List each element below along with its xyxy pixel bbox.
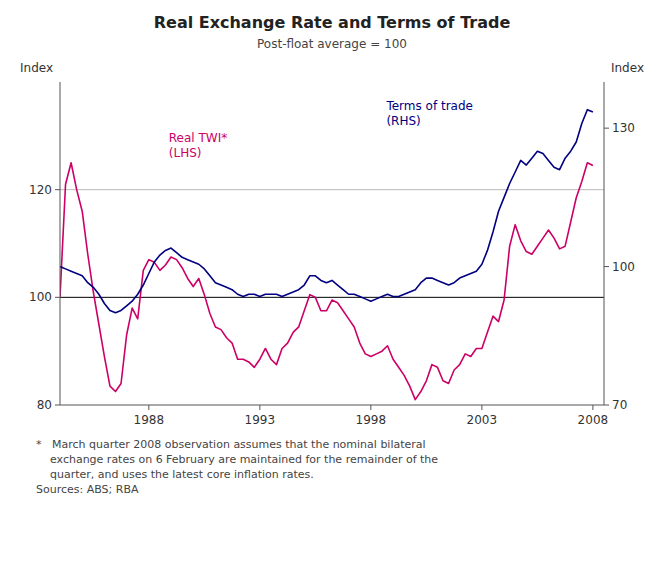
y2-tick xyxy=(604,128,609,129)
text-line: * March quarter 2008 observation assumes… xyxy=(36,438,426,451)
y-tick-label: 120 xyxy=(29,183,52,197)
y2-tick xyxy=(604,405,609,406)
y-axis-line xyxy=(60,82,61,405)
x-tick xyxy=(259,405,260,410)
y2-tick-label: 100 xyxy=(612,260,635,274)
x-tick-label: 1988 xyxy=(134,413,165,427)
reference-line xyxy=(60,189,604,190)
x-tick-label: 2008 xyxy=(578,413,609,427)
x-tick-label: 2003 xyxy=(467,413,498,427)
text-line: Sources: ABS; RBA xyxy=(36,483,139,496)
subtitle: Post-float average = 100 xyxy=(257,37,407,51)
y2-axis-label: Index xyxy=(611,61,644,75)
text-line: Terms of trade xyxy=(385,99,473,113)
title: Real Exchange Rate and Terms of Trade xyxy=(154,13,511,32)
footnote: * March quarter 2008 observation assumes… xyxy=(36,438,438,496)
x-tick xyxy=(592,405,593,410)
y-axis-label: Index xyxy=(20,61,53,75)
series-label: Real TWI*(LHS) xyxy=(169,131,227,160)
text-line: Real TWI* xyxy=(169,131,227,145)
chart: Real Exchange Rate and Terms of Trade Pos… xyxy=(0,0,664,563)
x-axis-line xyxy=(60,405,604,406)
chart-container: Real Exchange Rate and Terms of Trade Pos… xyxy=(0,0,664,563)
reference-line xyxy=(60,297,604,298)
y2-tick xyxy=(604,266,609,267)
y2-tick-label: 130 xyxy=(612,121,635,135)
y2-axis-line xyxy=(604,82,605,405)
x-tick xyxy=(481,405,482,410)
text-line: (LHS) xyxy=(169,146,202,160)
x-tick-label: 1993 xyxy=(245,413,276,427)
y-tick-label: 80 xyxy=(37,398,52,412)
text-line: (RHS) xyxy=(386,114,420,128)
y-tick xyxy=(55,297,60,298)
x-tick xyxy=(370,405,371,410)
series-label: Terms of trade(RHS) xyxy=(385,99,473,128)
x-tick xyxy=(148,405,149,410)
axes: 1988 1993 1998 2003 2008 80 100 120 70 100 130 xyxy=(29,82,635,427)
x-tick-label: 1998 xyxy=(356,413,387,427)
y-tick xyxy=(55,189,60,190)
y2-tick-label: 70 xyxy=(612,398,627,412)
series-line xyxy=(60,110,593,313)
series-line xyxy=(60,163,593,400)
y-tick-label: 100 xyxy=(29,290,52,304)
text-line: quarter, and uses the latest core inflat… xyxy=(36,468,314,481)
plot-area xyxy=(60,110,604,400)
text-line: exchange rates on 6 February are maintai… xyxy=(36,453,438,466)
y-tick xyxy=(55,405,60,406)
